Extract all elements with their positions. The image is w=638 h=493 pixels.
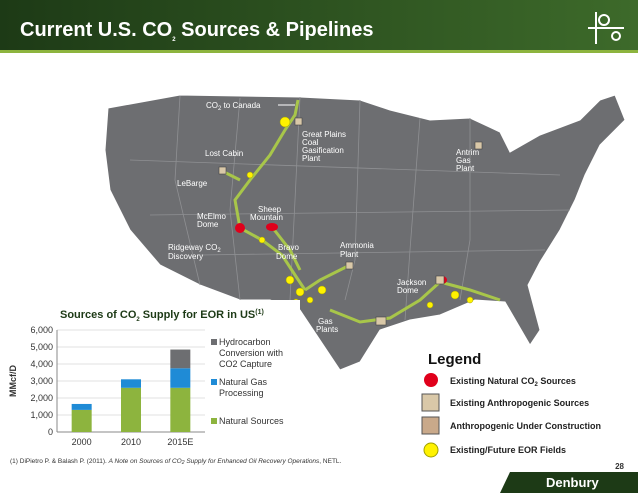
footer-tab <box>500 472 638 493</box>
legend-symbol <box>421 416 440 435</box>
legend-swatch <box>211 418 217 424</box>
map-label: Great Plains Coal Gasification Plant <box>302 130 346 163</box>
logo-icon <box>588 12 624 44</box>
map-label: Sheep Mountain <box>250 205 283 222</box>
map-label: CO2 to Canada <box>206 101 261 112</box>
legend-label: Existing Natural CO2 Sources <box>450 376 576 388</box>
bar-segment <box>71 409 92 432</box>
y-tick-label: 3,000 <box>30 376 53 386</box>
y-tick-label: 0 <box>48 427 53 437</box>
y-axis-label: MMcf/D <box>8 365 18 397</box>
pipelines <box>219 99 501 324</box>
x-tick-label: 2010 <box>121 437 141 447</box>
footer-band <box>0 472 638 493</box>
y-tick-label: 6,000 <box>30 325 53 335</box>
bar-segment <box>170 368 191 388</box>
legend-symbol <box>424 373 438 387</box>
legend-title: Legend <box>428 351 481 368</box>
legend-symbol <box>421 393 440 412</box>
legend-swatch <box>211 379 217 385</box>
bar-segment <box>170 349 191 369</box>
natural-source <box>235 223 245 233</box>
x-tick-label: 2015E <box>167 437 193 447</box>
y-tick-label: 4,000 <box>30 359 53 369</box>
legend-label: Existing/Future EOR Fields <box>450 445 566 455</box>
map-label: Bravo Dome <box>276 243 299 261</box>
map-label: Ammonia Plant <box>340 241 374 259</box>
header-bar <box>0 0 638 50</box>
y-tick-label: 1,000 <box>30 410 53 420</box>
legend-label: Natural Sources <box>219 416 284 426</box>
map-label: Jackson Dome <box>397 278 426 295</box>
chart-title: Sources of CO2 Supply for EOR in US(1) <box>60 309 264 323</box>
header-rule <box>0 50 638 53</box>
natural-source <box>266 223 278 231</box>
legend-label: Existing Anthropogenic Sources <box>450 398 589 408</box>
legend-label: Anthropogenic Under Construction <box>450 421 601 431</box>
map-label: Gas Plants <box>316 317 338 334</box>
legend-label: Natural Gas Processing <box>219 377 268 398</box>
legend: Legend Existing Natural CO2 Sources Exis… <box>421 351 601 458</box>
map-label: McElmo Dome <box>197 212 226 229</box>
legend-symbol <box>423 442 439 458</box>
chart-panel <box>0 300 300 460</box>
bar-segment <box>170 387 191 432</box>
bar-chart: 0 1,000 2,000 3,000 4,000 5,000 6,000 2000 2010 2… <box>30 325 217 447</box>
y-tick-label: 2,000 <box>30 393 53 403</box>
bar-segment <box>71 403 92 410</box>
footnote: (1) DiPietro P. & Balash P. (2011). A No… <box>10 458 342 466</box>
bar-segment <box>121 379 141 388</box>
map-label: Lost Cabin <box>205 149 243 158</box>
y-tick-label: 5,000 <box>30 342 53 352</box>
legend-swatch <box>211 339 217 345</box>
state-lines <box>129 95 571 321</box>
footer-logo: Denbury <box>546 475 600 490</box>
map-label: LeBarge <box>177 179 208 188</box>
anthropogenic-sources <box>218 117 483 326</box>
page-number: 28 <box>615 462 624 471</box>
x-tick-label: 2000 <box>72 437 92 447</box>
map-label: Ridgeway CO2 Discovery <box>168 243 221 261</box>
bar-segment <box>121 387 141 432</box>
legend-label: Hydrocarbon Conversion with CO2 Capture <box>219 337 284 369</box>
map-label: Antrim Gas Plant <box>456 148 479 173</box>
us-map: CO2 to Canada Great Plains Coal Gasificati… <box>104 94 626 371</box>
page-title: Current U.S. CO2 Sources & Pipelines <box>20 19 373 43</box>
